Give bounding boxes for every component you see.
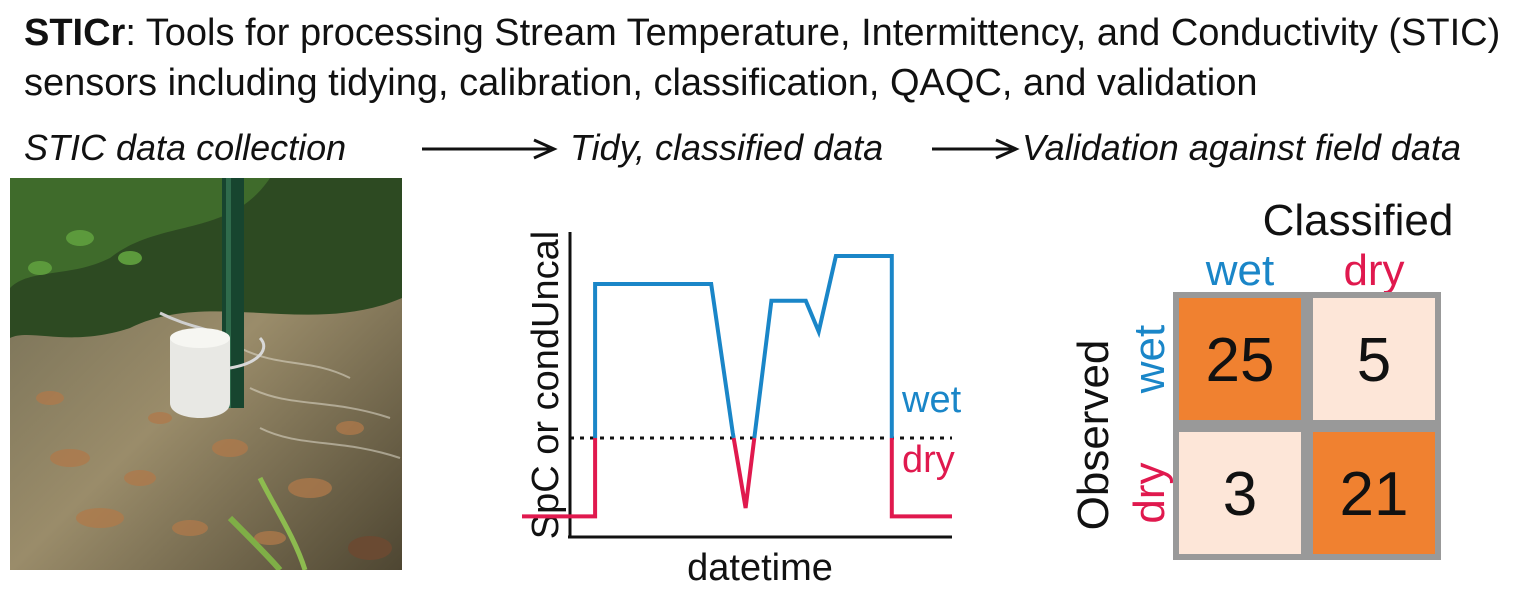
dry-label: dry bbox=[902, 439, 955, 481]
series-segment-dry-0 bbox=[522, 438, 598, 519]
x-axis-label: datetime bbox=[687, 547, 833, 589]
stream-sensor-photo bbox=[10, 178, 402, 570]
title-description: : Tools for processing Stream Temperatur… bbox=[24, 12, 1501, 104]
row-label-dry: dry bbox=[1125, 462, 1174, 523]
observed-header: Observed bbox=[1069, 340, 1118, 531]
series-segment-wet-1 bbox=[593, 282, 736, 439]
y-axis-label: SpC or condUncal bbox=[525, 231, 567, 539]
matrix-cell-dry-wet bbox=[1173, 426, 1307, 560]
workflow-arrow-2 bbox=[932, 138, 1020, 160]
matrix-value-wet-dry: 5 bbox=[1357, 326, 1391, 395]
classified-header: Classified bbox=[1263, 196, 1454, 245]
matrix-cell-wet-dry bbox=[1307, 292, 1441, 426]
row-label-wet: wet bbox=[1125, 325, 1174, 394]
wet-label: wet bbox=[901, 379, 962, 421]
workflow-step-tidy: Tidy, classified data bbox=[570, 127, 884, 168]
series-segment-dry-2 bbox=[731, 437, 757, 509]
confusion-matrix: Classified Observed wet dry wet dry 25 5 3 21 bbox=[1060, 185, 1530, 585]
workflow-step-validation: Validation against field data bbox=[1022, 127, 1461, 168]
series-segment-wet-3 bbox=[752, 254, 894, 439]
matrix-cell-dry-dry bbox=[1307, 426, 1441, 560]
matrix-cell-wet-wet bbox=[1173, 292, 1307, 426]
workflow-arrow-1 bbox=[422, 138, 558, 160]
classification-chart: SpC or condUncal datetime wet dry bbox=[500, 170, 990, 590]
col-label-dry: dry bbox=[1343, 246, 1404, 295]
col-label-wet: wet bbox=[1205, 246, 1274, 295]
workflow-step-collection: STIC data collection bbox=[24, 127, 347, 168]
matrix-value-dry-dry: 21 bbox=[1340, 460, 1409, 529]
title-package-name: STICr bbox=[24, 12, 126, 54]
figure-title: STICr: Tools for processing Stream Tempe… bbox=[24, 8, 1524, 108]
matrix-value-dry-wet: 3 bbox=[1223, 460, 1257, 529]
series-segment-dry-4 bbox=[889, 438, 952, 519]
matrix-value-wet-wet: 25 bbox=[1206, 326, 1275, 395]
